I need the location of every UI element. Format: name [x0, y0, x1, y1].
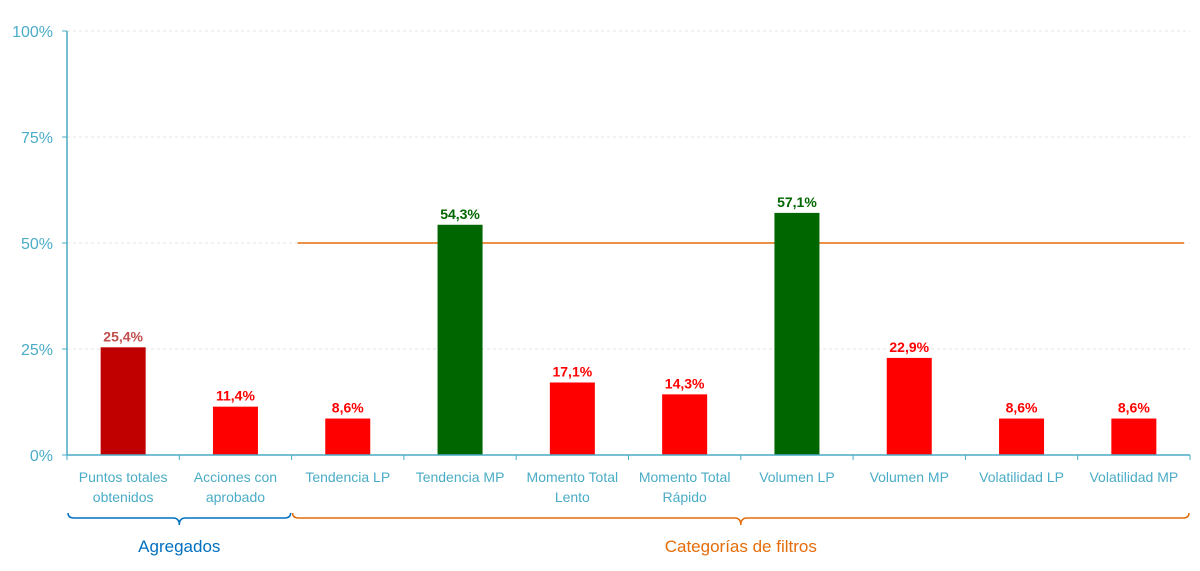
category-label: Momento Total [527, 469, 619, 485]
bar [1111, 418, 1157, 455]
data-label: 8,6% [1118, 400, 1150, 416]
category-label: Tendencia MP [416, 469, 505, 485]
category-label: Acciones con [194, 469, 277, 485]
bar [100, 347, 146, 455]
category-label: Tendencia LP [305, 469, 390, 485]
y-tick-label: 50% [21, 236, 53, 253]
bar [437, 224, 483, 455]
data-label: 17,1% [552, 363, 592, 379]
data-label: 22,9% [889, 339, 929, 355]
data-label: 25,4% [103, 328, 143, 344]
category-labels: Puntos totales obtenidos Acciones con aprob… [79, 469, 1178, 505]
data-label: 14,3% [665, 375, 705, 391]
bars [100, 212, 1157, 455]
gridlines [67, 30, 1190, 350]
group-bracket [67, 512, 292, 526]
group-label: Agregados [138, 537, 220, 556]
group-bracket [291, 512, 1190, 526]
data-label: 8,6% [1006, 400, 1038, 416]
bar [549, 382, 595, 455]
category-label: Volumen MP [870, 469, 949, 485]
bar [774, 212, 820, 455]
bar [886, 357, 932, 455]
data-label: 57,1% [777, 194, 817, 210]
category-label: Momento Total [639, 469, 731, 485]
data-label: 11,4% [216, 388, 255, 404]
bar [662, 394, 708, 455]
bar [325, 418, 371, 455]
group-label: Categorías de filtros [665, 537, 817, 556]
category-label: Lento [555, 489, 590, 505]
bar [212, 406, 258, 455]
category-label: obtenidos [93, 489, 154, 505]
axes [62, 30, 1191, 460]
y-tick-label: 0% [30, 448, 53, 465]
y-tick-label: 25% [21, 342, 53, 359]
category-label: Rápido [662, 489, 707, 505]
data-label: 8,6% [332, 400, 364, 416]
data-label: 54,3% [440, 206, 480, 222]
category-label: aprobado [206, 489, 265, 505]
data-labels: 25,4% 11,4% 8,6% 54,3% 17,1% 14,3% 57,1% 22,9% 8… [103, 194, 1150, 416]
y-tick-label: 75% [21, 130, 53, 147]
y-tick-labels: 0% 25% 50% 75% 100% [12, 24, 53, 465]
category-label: Volatilidad MP [1089, 469, 1178, 485]
category-label: Puntos totales [79, 469, 168, 485]
y-tick-label: 100% [12, 24, 53, 41]
category-label: Volatilidad LP [979, 469, 1064, 485]
group-brackets: Agregados Categorías de filtros [67, 512, 1190, 556]
bar [999, 418, 1045, 455]
category-label: Volumen LP [759, 469, 835, 485]
